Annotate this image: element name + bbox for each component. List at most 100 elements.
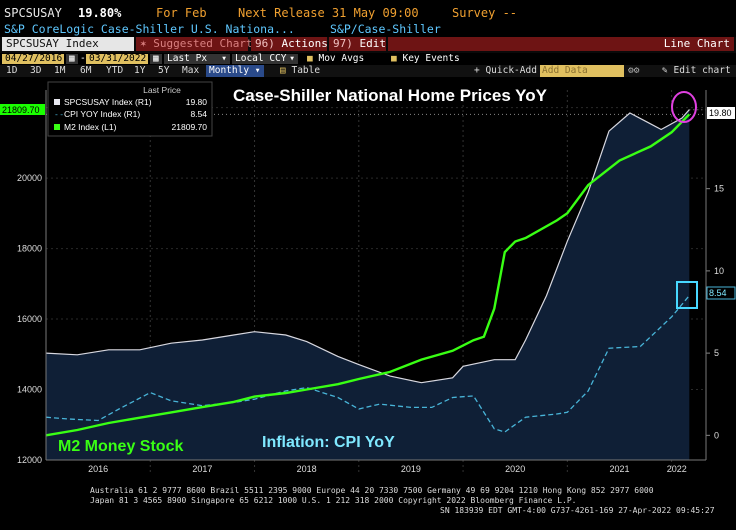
security-description: S&P CoreLogic Case-Shiller U.S. Nationa.… — [4, 22, 295, 36]
right-tick-label: 5 — [714, 348, 719, 358]
legend-value-cpi: 8.54 — [190, 109, 207, 119]
footer-line-3: SN 183939 EDT GMT-4:00 G737-4261-169 27-… — [440, 506, 715, 515]
left-tick-label: 14000 — [17, 385, 42, 395]
legend-label-cpi: CPI YOY Index (R1) — [64, 109, 140, 119]
cpi-line — [45, 295, 690, 433]
last-px-label: Last Px — [167, 53, 208, 64]
chevron-down-icon: ▾ — [289, 53, 295, 64]
period-5y[interactable]: 5Y — [158, 65, 170, 76]
footer-line-2: Japan 81 3 4565 8900 Singapore 65 6212 1… — [90, 496, 577, 505]
checkbox-icon: ■ — [307, 53, 313, 64]
calendar-icon[interactable]: ▦ — [150, 54, 162, 64]
current-value: 19.80% — [78, 6, 122, 20]
checkbox-icon: ■ — [391, 53, 397, 64]
legend-value-m2: 21809.70 — [172, 122, 208, 132]
period-ytd[interactable]: YTD — [106, 65, 124, 76]
left-tick-label: 12000 — [17, 455, 42, 465]
legend-swatch-cpi: - - — [55, 109, 63, 119]
hpi-line — [45, 109, 690, 384]
toolbar: SPCSUSAY Index ✶ Suggested Charts 96) Ac… — [0, 37, 736, 53]
legend-label-hpi: SPCSUSAY Index (R1) — [64, 97, 152, 107]
quick-add-button[interactable]: + Quick-Add — [474, 65, 537, 76]
actions-label: Actions — [281, 37, 328, 50]
value-tag-cpi: 8.54 — [706, 286, 736, 300]
period-3d[interactable]: 3D — [30, 65, 42, 76]
frequency-select[interactable]: Monthly ▾ — [206, 65, 264, 77]
data-source: S&P/Case-Shiller — [330, 22, 441, 36]
x-tick-label: 2017 — [192, 464, 212, 474]
annotation-m2: M2 Money Stock — [58, 438, 183, 455]
period-selector-row: 1D 3D 1M 6M YTD 1Y 5Y Max Monthly ▾ ▤ Ta… — [0, 65, 736, 77]
annotation-cpi: Inflation: CPI YoY — [262, 434, 395, 451]
value-tag-hpi-text: 19.80 — [709, 108, 732, 118]
date-separator: - — [80, 53, 86, 64]
chart: 1200014000160001800020000220000510152016… — [0, 77, 736, 483]
table-label: Table — [291, 65, 321, 76]
edit-menu[interactable]: 97) Edit ▾ — [329, 37, 399, 51]
currency-label: Local CCY — [235, 53, 287, 64]
highlight-box-cpi — [676, 281, 698, 309]
left-tick-label: 18000 — [17, 244, 42, 254]
legend-box — [47, 81, 213, 137]
add-data-input[interactable]: Add Data — [540, 65, 624, 77]
next-release: Next Release 31 May 09:00 — [238, 6, 419, 20]
value-tag-m2-text: 21809.70 — [2, 105, 40, 115]
table-icon: ▤ — [280, 65, 286, 76]
mov-avgs-label: Mov Avgs — [318, 53, 365, 64]
x-tick-label: 2018 — [297, 464, 317, 474]
index-field[interactable]: SPCSUSAY Index — [2, 37, 134, 51]
edit-icon: ✎ — [662, 65, 668, 76]
period-6m[interactable]: 6M — [80, 65, 92, 76]
table-toggle[interactable]: ▤ Table — [280, 65, 320, 77]
right-tick-label: 0 — [714, 430, 719, 440]
frequency-label: Monthly — [209, 65, 250, 76]
left-tick-label: 16000 — [17, 314, 42, 324]
x-tick-label: 2020 — [505, 464, 525, 474]
survey: Survey -- — [452, 6, 518, 20]
period-1m[interactable]: 1M — [54, 65, 66, 76]
edit-label: Edit — [359, 37, 387, 50]
footer-line-1: Australia 61 2 9777 8600 Brazil 5511 239… — [90, 486, 654, 495]
value-tag-m2: 21809.70 — [0, 104, 45, 115]
period-max[interactable]: Max — [182, 65, 200, 76]
area-layer — [46, 109, 690, 460]
end-date-field[interactable]: 03/31/2022 — [86, 54, 148, 64]
calendar-icon[interactable]: ▦ — [66, 54, 78, 64]
key-events-toggle[interactable]: ■ Key Events — [388, 54, 478, 64]
period-1d[interactable]: 1D — [6, 65, 18, 76]
x-tick-label: 2021 — [609, 464, 629, 474]
mov-avgs-toggle[interactable]: ■ Mov Avgs — [304, 54, 384, 64]
actions-menu[interactable]: 96) Actions ▾ — [251, 37, 341, 51]
line-chart-title: Line Chart — [388, 37, 734, 51]
m2-line — [45, 113, 691, 437]
start-date-field[interactable]: 04/27/2016 — [2, 54, 64, 64]
edit-chart-button[interactable]: ✎ Edit chart — [662, 65, 731, 77]
legend-value-hpi: 19.80 — [186, 97, 208, 107]
right-tick-label: 15 — [714, 184, 724, 194]
suggested-charts-button[interactable]: ✶ Suggested Charts — [136, 37, 259, 51]
star-icon: ✶ — [140, 37, 147, 50]
security-header: SPCSUSAY 19.80% For Feb Next Release 31 … — [0, 6, 736, 22]
value-tag-cpi-text: 8.54 — [709, 288, 727, 298]
edit-num: 97) — [333, 37, 353, 50]
legend: Last Price SPCSUSAY Index (R1) 19.80 - -… — [47, 81, 213, 137]
legend-label-m2: M2 Index (L1) — [64, 122, 117, 132]
highlight-circle-hpi — [671, 91, 697, 123]
actions-num: 96) — [255, 37, 275, 50]
period-label: For Feb — [156, 6, 207, 20]
chart-settings-row: 04/27/2016 ▦ - 03/31/2022 ▦ Last Px ▾ Loc… — [0, 53, 736, 65]
currency-select[interactable]: Local CCY ▾ — [232, 54, 298, 64]
suggested-charts-label: Suggested Charts — [153, 37, 260, 50]
last-px-select[interactable]: Last Px ▾ — [164, 54, 230, 64]
right-tick-label: 10 — [714, 266, 724, 276]
period-1y[interactable]: 1Y — [134, 65, 146, 76]
x-tick-label: 2016 — [88, 464, 108, 474]
settings-icons[interactable]: ⚙⚙ — [628, 65, 640, 76]
chevron-down-icon: ▾ — [254, 65, 261, 76]
lines-layer — [45, 109, 691, 437]
legend-swatch-hpi — [54, 99, 60, 105]
ticker: SPCSUSAY — [4, 6, 62, 20]
left-tick-label: 20000 — [17, 173, 42, 183]
x-tick-label: 2019 — [401, 464, 421, 474]
value-tag-hpi: 19.80 — [707, 107, 735, 119]
